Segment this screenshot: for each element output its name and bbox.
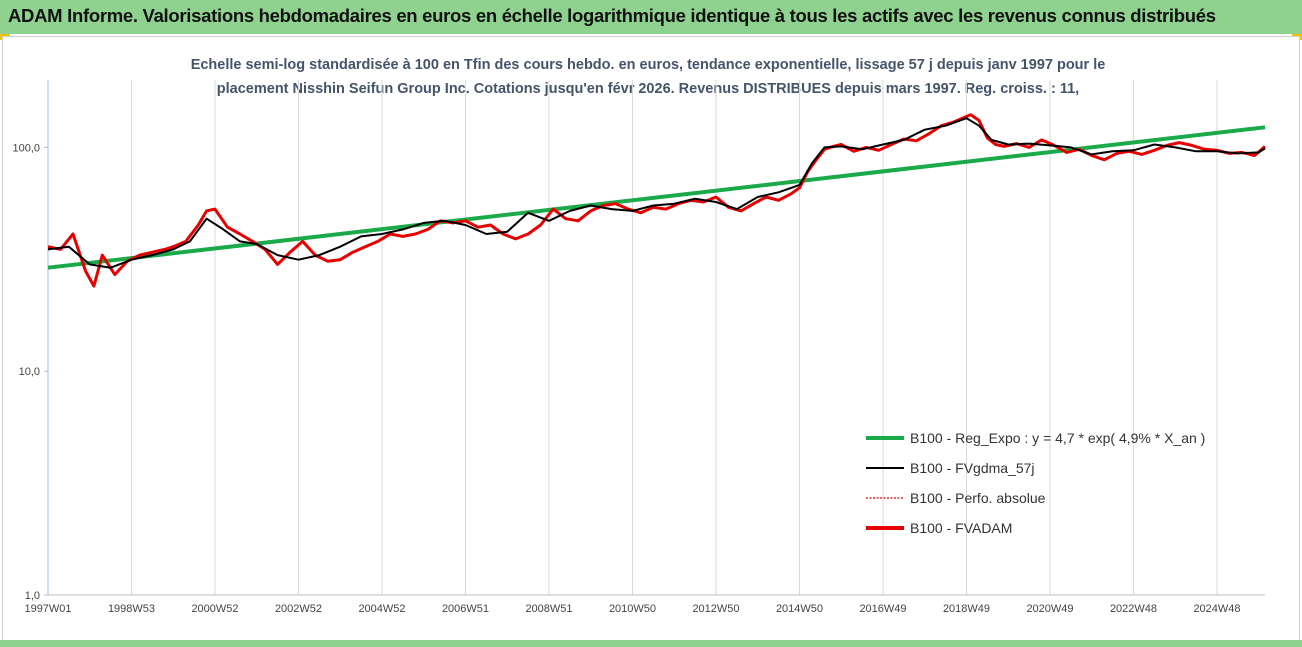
series-line-smooth	[47, 117, 1266, 269]
legend-label-perfo: B100 - Perfo. absolue	[910, 490, 1046, 506]
axis-layer: 1997W01 1998W53 2000W52 2002W52 2004W52 2006W…	[12, 80, 1265, 615]
chart-area	[2, 36, 1300, 644]
x-tick-label: 2024W48	[1193, 603, 1240, 615]
x-tick-label: 1997W01	[24, 603, 71, 615]
series-line-trend	[47, 125, 1266, 270]
x-tick-label: 2016W49	[859, 603, 906, 615]
x-tick-label: 2020W49	[1026, 603, 1073, 615]
x-tick-label: 2008W51	[525, 603, 572, 615]
y-tick-label: 10,0	[19, 366, 40, 378]
x-tick-label: 2018W49	[943, 603, 990, 615]
x-tick-label: 2022W48	[1110, 603, 1157, 615]
banner-title: ADAM Informe. Valorisations hebdomadaire…	[8, 5, 1216, 26]
y-tick-label: 100,0	[12, 142, 40, 154]
x-tick-label: 2000W52	[191, 603, 238, 615]
chart-subtitle-line-1: Echelle semi-log standardisée à 100 en T…	[191, 57, 1106, 73]
bottom-strip	[0, 640, 1302, 647]
x-tick-label: 2012W50	[692, 603, 739, 615]
banner: ADAM Informe. Valorisations hebdomadaire…	[0, 0, 1302, 34]
legend: B100 - Reg_Expo : y = 4,7 * exp( 4,9% * …	[866, 430, 1205, 536]
grid-layer	[47, 80, 1218, 595]
x-tick-label: 2004W52	[358, 603, 405, 615]
legend-label-reg-expo: B100 - Reg_Expo : y = 4,7 * exp( 4,9% * …	[910, 430, 1205, 446]
y-tick-label: 1,0	[25, 590, 40, 602]
chart-subtitle-line-2: placement Nisshin Seifun Group Inc. Cota…	[217, 81, 1079, 97]
legend-label-fvadam: B100 - FVADAM	[910, 520, 1012, 536]
series-line-main	[47, 113, 1266, 288]
x-tick-label: 2006W51	[442, 603, 489, 615]
x-tick-label: 1998W53	[108, 603, 155, 615]
x-tick-label: 2002W52	[275, 603, 322, 615]
x-tick-label: 2010W50	[609, 603, 656, 615]
series-layer	[47, 113, 1266, 288]
x-tick-label: 2014W50	[776, 603, 823, 615]
legend-label-fvgdma: B100 - FVgdma_57j	[910, 460, 1035, 476]
